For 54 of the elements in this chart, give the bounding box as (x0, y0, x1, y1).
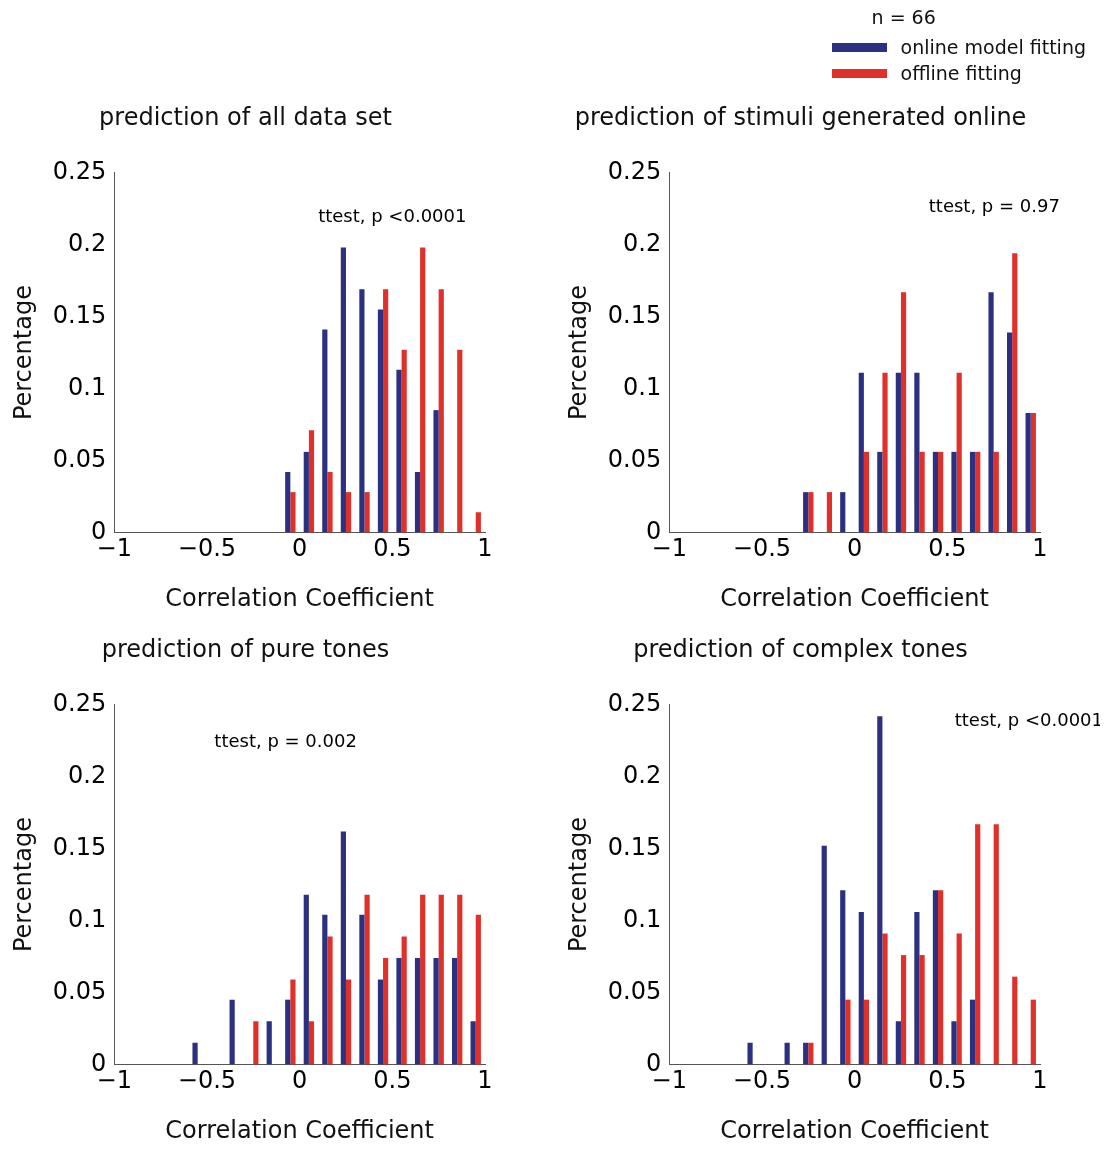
y-tick-label: 0.1 (68, 372, 107, 401)
y-tick-label: 0.1 (623, 372, 662, 401)
annotation: ttest, p <0.0001 (318, 205, 467, 227)
chart-title: prediction of pure tones (101, 634, 390, 663)
y-tick-label: 0.15 (52, 300, 107, 329)
y-tick-label: 0.2 (623, 228, 662, 257)
legend-label: offline fitting (900, 62, 1022, 84)
y-tick-label: 0.25 (52, 157, 107, 186)
x-tick-label: 0.5 (928, 1066, 967, 1095)
y-tick-label: 0.15 (607, 832, 662, 861)
x-axis-title: Correlation Coefficient (165, 1115, 434, 1144)
x-tick-label: 0.5 (373, 534, 412, 563)
y-tick-label: 0.25 (607, 689, 662, 718)
x-tick-label: −0.5 (177, 534, 237, 563)
x-axis-title: Correlation Coefficient (720, 1115, 989, 1144)
annotation: ttest, p = 0.002 (214, 730, 357, 752)
y-tick-label: 0.05 (607, 976, 662, 1005)
x-tick-label: 1 (1032, 1066, 1048, 1095)
x-tick-label: 0 (291, 534, 308, 563)
x-tick-label: 0 (846, 534, 863, 563)
y-tick-label: 0.15 (607, 300, 662, 329)
y-tick-label: 0.1 (623, 904, 662, 933)
x-tick-label: −0.5 (732, 1066, 792, 1095)
x-tick-label: −0.5 (177, 1066, 237, 1095)
y-tick-label: 0.05 (607, 444, 662, 473)
legend-label: online model fitting (900, 36, 1086, 58)
y-tick-label: 0.05 (52, 976, 107, 1005)
y-tick-label: 0.2 (68, 228, 107, 257)
x-tick-label: −0.5 (732, 534, 792, 563)
annotation: ttest, p = 0.97 (928, 194, 1060, 216)
x-tick-label: 0 (291, 1066, 308, 1095)
x-axis-title: Correlation Coefficient (165, 583, 434, 612)
y-axis-title: Percentage (563, 817, 592, 953)
chart-title: prediction of complex tones (633, 634, 968, 663)
y-axis-title: Percentage (8, 285, 37, 421)
y-tick-label: 0.25 (607, 157, 662, 186)
y-tick-label: 0.2 (68, 760, 107, 789)
y-tick-label: 0.2 (623, 760, 662, 789)
chart-title: prediction of all data set (99, 102, 392, 131)
x-tick-label: 0.5 (373, 1066, 412, 1095)
y-axis-title: Percentage (8, 817, 37, 953)
chart-title: prediction of stimuli generated online (574, 102, 1027, 131)
x-axis-title: Correlation Coefficient (720, 583, 989, 612)
y-tick-label: 0.1 (68, 904, 107, 933)
x-tick-label: 1 (477, 1066, 493, 1095)
y-tick-label: 0.25 (52, 689, 107, 718)
y-tick-label: 0.05 (52, 444, 107, 473)
y-tick-label: 0.15 (52, 832, 107, 861)
y-axis-title: Percentage (563, 285, 592, 421)
x-tick-label: 0 (846, 1066, 863, 1095)
x-tick-label: 1 (1032, 534, 1048, 563)
x-tick-label: 1 (477, 534, 493, 563)
x-tick-label: 0.5 (928, 534, 967, 563)
legend-title: n = 66 (870, 6, 937, 28)
